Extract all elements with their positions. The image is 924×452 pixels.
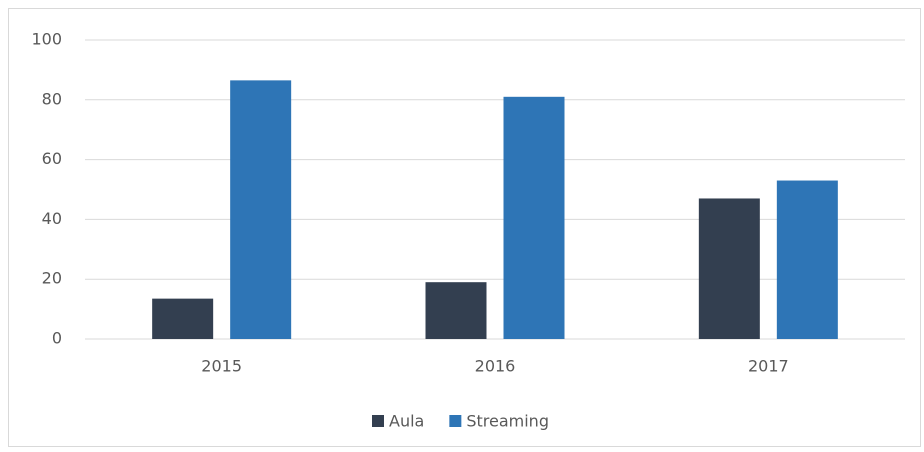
x-tick-label: 2015 [201,357,242,376]
y-tick-label: 100 [31,30,62,49]
y-tick-label: 20 [42,269,62,288]
chart-border [8,8,921,447]
legend-label: Aula [389,412,424,431]
legend-label: Streaming [466,412,549,431]
y-tick-label: 60 [42,149,62,168]
y-tick-label: 80 [42,89,62,108]
bar [776,180,838,339]
bar [425,282,487,339]
legend-swatch [449,415,462,427]
bar [503,96,565,339]
y-tick-label: 40 [42,209,62,228]
bar [230,80,292,340]
bar [698,198,760,339]
y-tick-label: 0 [52,329,62,348]
x-tick-label: 2017 [748,357,789,376]
x-tick-label: 2016 [475,357,516,376]
bar [152,298,214,339]
legend-swatch [372,415,384,427]
